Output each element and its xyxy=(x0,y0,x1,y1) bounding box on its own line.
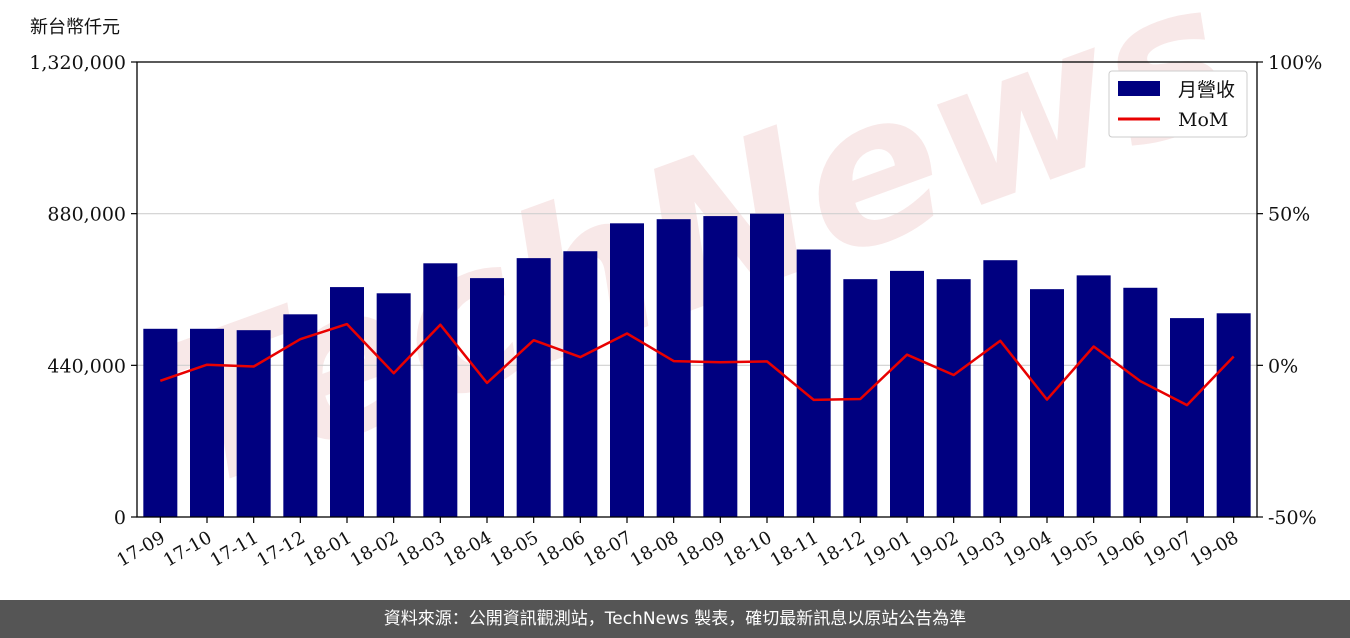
gridlines xyxy=(137,213,1257,366)
x-tick-label: 17-12 xyxy=(253,527,308,571)
bar xyxy=(656,219,691,517)
y-left-tick-label: 0 xyxy=(114,507,126,529)
y-right-tick-label: 0% xyxy=(1268,355,1298,377)
bar xyxy=(143,328,178,517)
x-tick-label: 19-07 xyxy=(1140,527,1195,571)
bar xyxy=(1030,289,1064,517)
bar xyxy=(796,249,831,518)
revenue-chart: TechNews 0440,000880,0001,320,000-50%0%5… xyxy=(29,0,1322,571)
y-left-tick-label: 880,000 xyxy=(47,204,126,226)
bar xyxy=(470,278,504,517)
y-right-tick-label: 50% xyxy=(1268,204,1310,226)
x-tick-label: 18-08 xyxy=(627,527,682,571)
source-text: 資料來源：公開資訊觀測站，TechNews 製表，確切最新訊息以原站公告為準 xyxy=(383,609,967,629)
bar xyxy=(283,314,318,517)
bar xyxy=(610,223,644,517)
legend: 月營收 MoM xyxy=(1108,70,1248,138)
x-tick-label: 18-09 xyxy=(673,527,728,571)
legend-label-revenue: 月營收 xyxy=(1178,79,1235,101)
bar xyxy=(423,263,458,517)
x-tick-label: 19-02 xyxy=(907,527,962,571)
plot-frame xyxy=(136,61,1258,518)
y-unit-label: 新台幣仟元 xyxy=(30,17,120,38)
x-tick-label: 19-06 xyxy=(1093,527,1148,571)
x-tick-label: 18-02 xyxy=(347,527,402,571)
mom-line xyxy=(159,322,1235,407)
x-tick-label: 19-03 xyxy=(953,527,1008,571)
legend-label-mom: MoM xyxy=(1178,109,1228,131)
x-tick-label: 18-04 xyxy=(440,527,495,571)
bar xyxy=(750,213,784,517)
legend-swatch-bar xyxy=(1118,81,1160,96)
x-tick-label: 18-05 xyxy=(487,527,542,571)
x-tick-label: 18-07 xyxy=(580,527,635,571)
bar xyxy=(1170,318,1204,517)
bar xyxy=(330,287,364,517)
x-tick-label: 18-10 xyxy=(720,527,775,571)
bar xyxy=(983,260,1018,517)
x-tick-label: 19-04 xyxy=(1000,527,1055,571)
bar xyxy=(936,279,971,517)
source-footer: 資料來源：公開資訊觀測站，TechNews 製表，確切最新訊息以原站公告為準 xyxy=(0,600,1350,638)
bar xyxy=(890,270,924,517)
x-tick-label: 18-12 xyxy=(813,527,868,571)
x-tick-label: 18-03 xyxy=(393,527,448,571)
mom-series-line xyxy=(159,322,1235,407)
x-tick-label: 18-11 xyxy=(767,527,822,571)
y-left-tick-label: 440,000 xyxy=(47,355,126,377)
bar xyxy=(703,216,738,518)
bar xyxy=(1123,287,1158,517)
axes xyxy=(136,61,1258,518)
x-tick-label: 19-08 xyxy=(1187,527,1242,571)
bar xyxy=(190,328,224,517)
bar xyxy=(516,258,551,517)
bar xyxy=(1216,313,1251,517)
x-tick-label: 19-05 xyxy=(1047,527,1102,571)
y-right-tick-label: -50% xyxy=(1268,507,1317,529)
y-left-tick-label: 1,320,000 xyxy=(29,52,126,74)
x-tick-label: 17-09 xyxy=(113,527,168,571)
bar xyxy=(1076,275,1111,517)
x-tick-label: 19-01 xyxy=(860,527,915,571)
bar xyxy=(376,293,411,517)
bar xyxy=(563,251,598,517)
x-tick-label: 18-06 xyxy=(533,527,588,571)
x-tick-label: 17-10 xyxy=(160,527,215,571)
bars xyxy=(143,213,1251,518)
x-tick-label: 18-01 xyxy=(300,527,355,571)
y-right-tick-label: 100% xyxy=(1268,52,1322,74)
